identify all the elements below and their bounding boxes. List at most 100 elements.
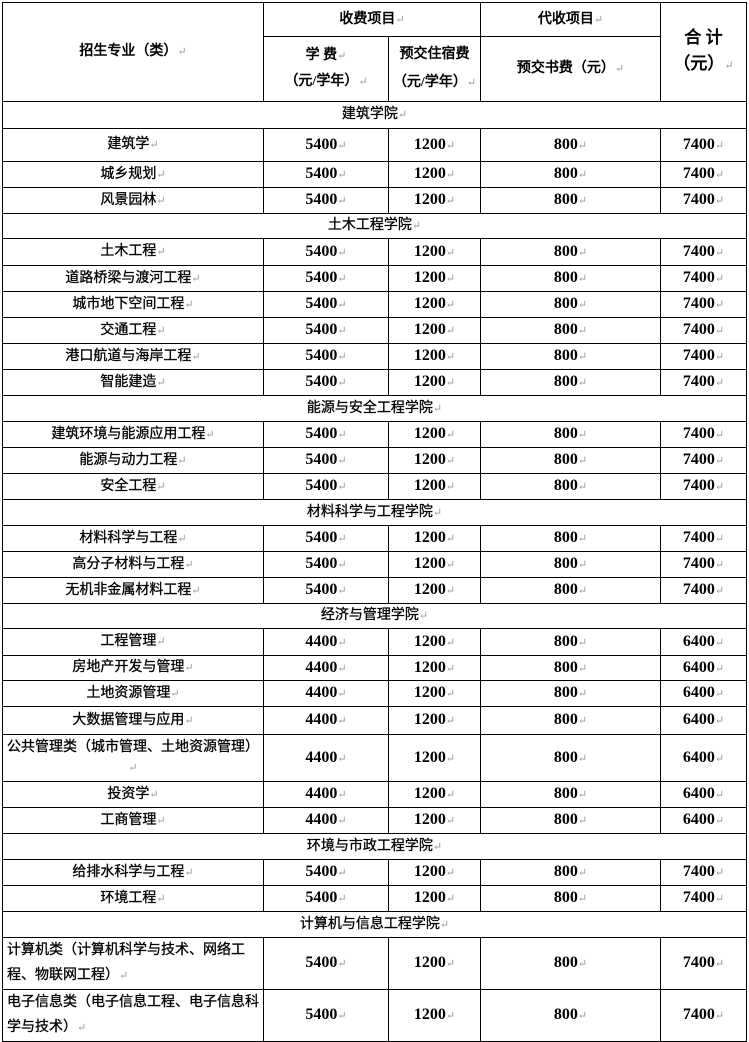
total-cell: 6400 [660,680,747,707]
dorm-label: 预交住宿费 [399,47,470,62]
major-cell: 城乡规划 [2,161,264,188]
tuition-cell: 5400 [263,525,389,552]
dorm-cell: 1200 [388,421,481,448]
total-cell: 7400 [660,447,747,474]
college-name: 能源与安全工程学院 [2,395,747,422]
total-cell: 7400 [660,291,747,318]
dorm-cell: 1200 [388,291,481,318]
table-row: 给排水科学与工程540012008007400 [2,859,747,886]
dorm-cell: 1200 [388,447,481,474]
major-cell: 公共管理类（城市管理、土地资源管理） [2,734,264,782]
total-cell: 7400 [660,989,747,1042]
major-cell: 电子信息类（电子信息工程、电子信息科学与技术） [2,989,264,1042]
table-row: 港口航道与海岸工程540012008007400 [2,343,747,370]
college-row: 计算机与信息工程学院 [2,911,747,938]
dorm-cell: 1200 [388,989,481,1042]
dorm-cell: 1200 [388,238,481,266]
total-header: 合 计 （元） [660,2,747,102]
table-row: 大数据管理与应用440012008006400 [2,706,747,735]
major-cell: 安全工程 [2,473,264,500]
dorm-cell: 1200 [388,161,481,188]
total-cell: 7400 [660,238,747,266]
tuition-cell: 5400 [263,473,389,500]
tuition-cell: 5400 [263,369,389,396]
tuition-unit: （元/学年） [268,72,384,92]
total-unit: （元） [665,54,742,76]
books-cell: 800 [480,781,661,808]
major-cell: 风景园林 [2,187,264,214]
books-cell: 800 [480,265,661,292]
books-cell: 800 [480,807,661,834]
college-row: 经济与管理学院 [2,603,747,629]
tuition-cell: 4400 [263,734,389,782]
books-cell: 800 [480,551,661,578]
books-cell: 800 [480,859,661,886]
dorm-cell: 1200 [388,128,481,162]
college-name: 环境与市政工程学院 [2,833,747,860]
major-cell: 计算机类（计算机科学与技术、网络工程、物联网工程） [2,937,264,990]
table-row: 城乡规划540012008007400 [2,161,747,188]
books-cell: 800 [480,238,661,266]
table-row: 工商管理440012008006400 [2,807,747,834]
dorm-cell: 1200 [388,187,481,214]
total-cell: 6400 [660,706,747,735]
books-cell: 800 [480,525,661,552]
tuition-cell: 5400 [263,187,389,214]
tuition-cell: 5400 [263,937,389,990]
tuition-cell: 5400 [263,128,389,162]
tuition-cell: 5400 [263,989,389,1042]
total-cell: 7400 [660,317,747,344]
table-row: 计算机类（计算机科学与技术、网络工程、物联网工程）540012008007400 [2,937,747,990]
major-cell: 交通工程 [2,317,264,344]
books-cell: 800 [480,369,661,396]
books-cell: 800 [480,937,661,990]
table-row: 能源与动力工程540012008007400 [2,447,747,474]
major-cell: 房地产开发与管理 [2,655,264,681]
major-cell: 给排水科学与工程 [2,859,264,886]
major-cell: 环境工程 [2,885,264,912]
total-cell: 7400 [660,937,747,990]
table-row: 交通工程540012008007400 [2,317,747,344]
total-cell: 7400 [660,859,747,886]
college-name: 土木工程学院 [2,213,747,239]
tuition-cell: 4400 [263,781,389,808]
books-cell: 800 [480,628,661,656]
major-cell: 土木工程 [2,238,264,266]
books-cell: 800 [480,187,661,214]
books-cell: 800 [480,421,661,448]
table-row: 城市地下空间工程540012008007400 [2,291,747,318]
tuition-cell: 5400 [263,317,389,344]
dorm-cell: 1200 [388,265,481,292]
tuition-cell: 4400 [263,706,389,735]
tuition-cell: 5400 [263,421,389,448]
charged-group-header: 收费项目 [263,2,481,37]
books-cell: 800 [480,343,661,370]
books-cell: 800 [480,655,661,681]
books-cell: 800 [480,706,661,735]
table-row: 工程管理440012008006400 [2,628,747,656]
dorm-cell: 1200 [388,577,481,604]
college-name: 建筑学院 [2,101,747,129]
tuition-cell: 5400 [263,238,389,266]
dorm-cell: 1200 [388,369,481,396]
books-cell: 800 [480,680,661,707]
college-row: 环境与市政工程学院 [2,833,747,860]
total-cell: 6400 [660,807,747,834]
total-cell: 7400 [660,473,747,500]
dorm-cell: 1200 [388,473,481,500]
dorm-cell: 1200 [388,655,481,681]
books-cell: 800 [480,317,661,344]
dorm-cell: 1200 [388,859,481,886]
total-cell: 7400 [660,885,747,912]
table-row: 材料科学与工程540012008007400 [2,525,747,552]
major-cell: 高分子材料与工程 [2,551,264,578]
table-row: 无机非金属材料工程540012008007400 [2,577,747,604]
table-row: 安全工程540012008007400 [2,473,747,500]
college-row: 能源与安全工程学院 [2,395,747,422]
books-cell: 800 [480,128,661,162]
dorm-cell: 1200 [388,551,481,578]
dorm-cell: 1200 [388,628,481,656]
major-cell: 能源与动力工程 [2,447,264,474]
total-cell: 7400 [660,525,747,552]
total-cell: 6400 [660,781,747,808]
